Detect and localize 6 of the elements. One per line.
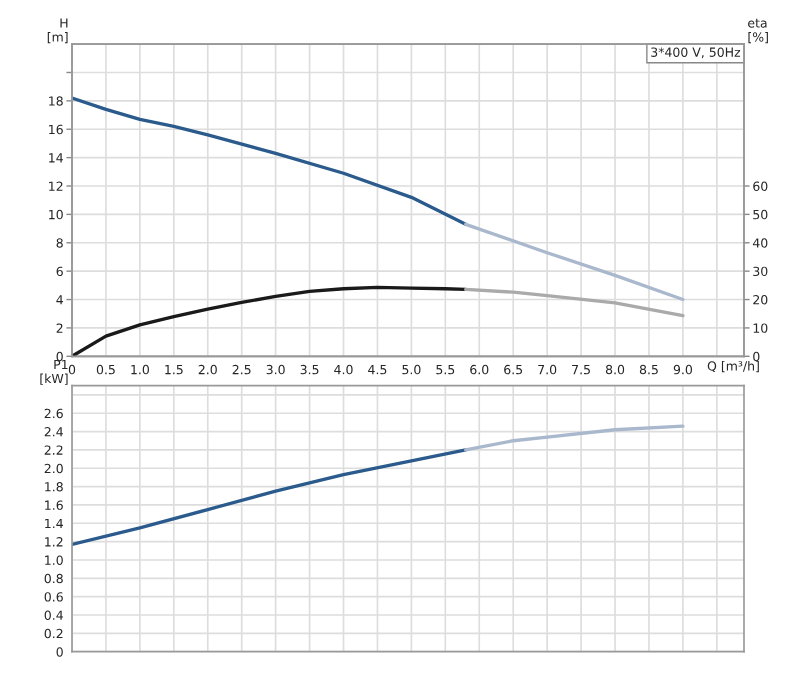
- line-series: [72, 96, 468, 226]
- line-series: [464, 287, 685, 318]
- line-series: [464, 222, 685, 302]
- line-series: [464, 424, 685, 452]
- line-series: [72, 448, 468, 547]
- line-series: [72, 285, 468, 357]
